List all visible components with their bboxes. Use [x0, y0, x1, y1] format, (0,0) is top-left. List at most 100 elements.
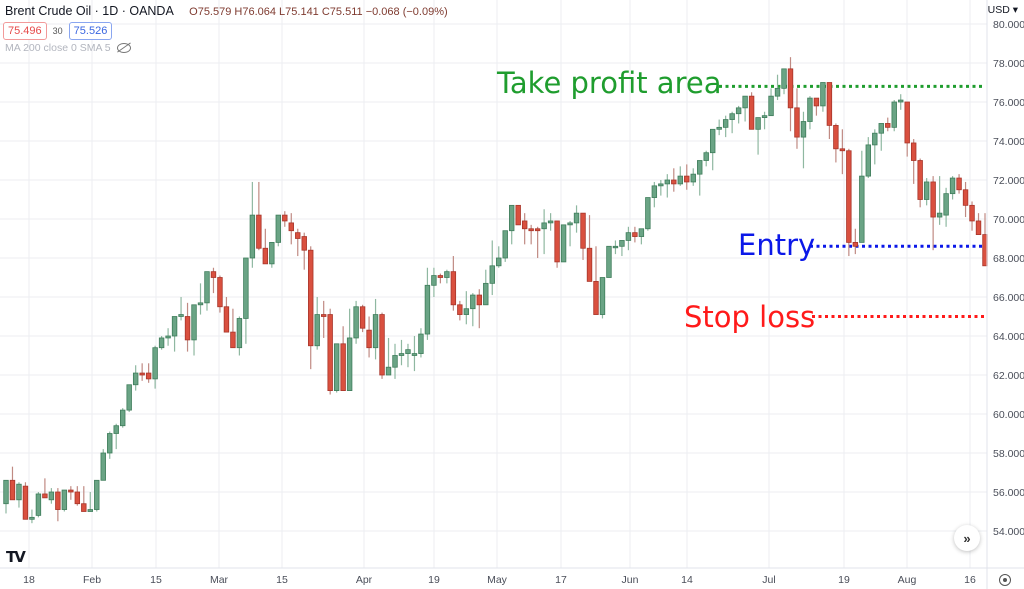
candle	[165, 328, 171, 346]
candle	[593, 246, 599, 315]
candle	[333, 343, 340, 393]
candle	[320, 300, 327, 338]
candle	[645, 197, 651, 231]
candle	[314, 297, 320, 350]
time-tick-label: 18	[23, 574, 35, 586]
currency-selector[interactable]: USD ▾	[987, 4, 1018, 16]
candle	[68, 486, 74, 500]
candle	[94, 479, 100, 512]
candle	[632, 226, 638, 243]
candle	[885, 117, 891, 132]
candle	[457, 300, 463, 321]
candle	[262, 228, 269, 265]
candle	[671, 168, 677, 192]
candle	[878, 123, 884, 151]
candle	[774, 74, 781, 101]
candle	[437, 273, 444, 284]
candle	[619, 240, 625, 257]
candle	[470, 293, 476, 327]
candle	[846, 148, 852, 257]
candle	[599, 277, 606, 319]
candle	[651, 181, 658, 208]
candle	[256, 181, 262, 251]
symbol-legend[interactable]: Brent Crude Oil · 1D · OANDA O75.579 H76…	[5, 4, 448, 18]
time-tick-label: 16	[964, 574, 976, 586]
sell-price-button[interactable]: 75.496	[3, 22, 47, 40]
candle	[61, 489, 68, 512]
candle	[768, 88, 774, 117]
candle	[275, 214, 282, 247]
candle	[295, 228, 301, 257]
candle	[748, 92, 755, 130]
candle	[515, 204, 521, 226]
candle	[560, 224, 567, 263]
candle	[930, 176, 936, 251]
candle	[418, 328, 424, 358]
time-tick-label: Jun	[622, 574, 639, 586]
scroll-to-realtime-button[interactable]: »	[954, 525, 980, 551]
tradingview-logo-icon[interactable]: TV	[6, 548, 26, 566]
stop-loss-label: Stop loss	[684, 300, 816, 334]
candle	[145, 363, 152, 383]
candle	[431, 267, 437, 297]
indicator-legend[interactable]: MA 200 close 0 SMA 5	[5, 42, 131, 54]
candle	[703, 150, 709, 167]
take-profit-label: Take profit area	[497, 66, 722, 100]
candle	[534, 226, 541, 258]
time-tick-label: 19	[428, 574, 440, 586]
candle	[580, 212, 586, 260]
quote-row: 75.496 30 75.526	[3, 22, 113, 40]
candle	[3, 479, 9, 514]
price-tick-label: 74.000	[993, 136, 1024, 148]
candle	[962, 181, 969, 218]
candle	[839, 129, 846, 175]
candle	[107, 431, 113, 459]
candle	[476, 289, 482, 329]
candle	[48, 488, 55, 504]
time-tick-label: Mar	[210, 574, 229, 586]
candle	[197, 283, 204, 315]
symbol-title[interactable]: Brent Crude Oil · 1D · OANDA	[5, 4, 174, 18]
candle	[807, 96, 813, 130]
candle	[865, 137, 871, 179]
candle	[411, 336, 418, 372]
price-tick-label: 62.000	[993, 370, 1024, 382]
candle	[42, 478, 48, 499]
candle	[359, 304, 366, 333]
candle	[496, 246, 502, 268]
candle	[541, 209, 547, 255]
candle	[288, 213, 294, 245]
price-tick-label: 78.000	[993, 58, 1024, 70]
settings-gear-icon[interactable]	[999, 574, 1011, 586]
candle	[204, 271, 210, 311]
candle	[301, 232, 307, 270]
candle	[794, 88, 800, 149]
candle	[444, 269, 450, 284]
hidden-eye-icon[interactable]	[116, 43, 131, 53]
candle	[755, 117, 761, 155]
price-tick-label: 70.000	[993, 214, 1024, 226]
candle	[29, 509, 35, 524]
candle	[956, 174, 962, 194]
candle	[923, 178, 930, 206]
candle	[547, 213, 554, 231]
candle	[230, 308, 236, 349]
time-tick-label: 19	[838, 574, 850, 586]
candle	[16, 482, 22, 508]
candle	[184, 302, 191, 352]
candle	[379, 312, 385, 379]
candle	[684, 164, 690, 190]
candle	[761, 111, 768, 130]
candle	[132, 365, 139, 391]
candle	[800, 111, 807, 169]
candle	[171, 316, 178, 352]
candle	[178, 297, 184, 321]
candle	[910, 139, 917, 184]
candle	[236, 316, 243, 356]
candle	[152, 345, 158, 389]
candle	[949, 176, 956, 200]
buy-price-button[interactable]: 75.526	[68, 22, 113, 40]
candle	[729, 111, 735, 134]
candle	[898, 94, 904, 110]
